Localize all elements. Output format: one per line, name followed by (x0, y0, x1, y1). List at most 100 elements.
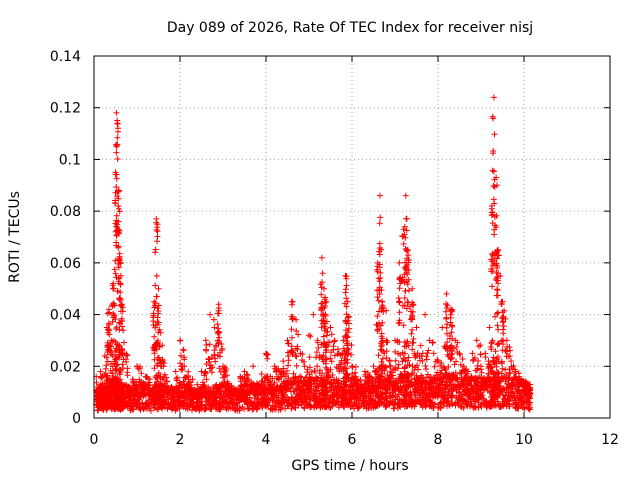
data-point (343, 282, 350, 289)
data-point (97, 381, 104, 388)
data-point (160, 363, 167, 370)
data-point (112, 353, 119, 360)
data-point (453, 358, 459, 365)
y-tick-label: 0.14 (50, 49, 81, 65)
data-point (152, 249, 159, 256)
data-point (310, 311, 317, 318)
data-point (116, 227, 123, 234)
data-point (115, 226, 122, 233)
data-point (250, 363, 257, 370)
data-point (113, 171, 120, 178)
data-point (475, 358, 482, 364)
data-point (112, 270, 119, 277)
data-point (147, 396, 154, 403)
y-tick-label: 0.06 (50, 256, 81, 272)
data-point (160, 376, 166, 383)
data-point (423, 356, 430, 363)
data-point (477, 351, 484, 358)
y-tick-label: 0.12 (50, 101, 81, 117)
data-point (306, 354, 313, 361)
data-point (103, 354, 110, 361)
data-point (97, 368, 104, 375)
data-point (376, 220, 383, 227)
data-point (138, 370, 145, 377)
data-point (499, 309, 506, 316)
data-point (143, 374, 150, 381)
data-point (285, 357, 292, 364)
data-point (113, 109, 120, 116)
x-tick-label: 12 (601, 432, 619, 448)
data-point (293, 362, 300, 369)
data-point (491, 168, 497, 175)
data-point (147, 387, 153, 394)
data-point (115, 195, 122, 202)
data-point (113, 362, 120, 369)
grid (94, 56, 610, 418)
data-point (147, 407, 154, 414)
data-point (284, 337, 291, 344)
data-point (114, 120, 121, 127)
data-point (150, 312, 157, 319)
data-point (215, 310, 222, 317)
data-point (451, 361, 458, 368)
data-point (210, 316, 217, 323)
data-point (152, 246, 159, 253)
data-point (491, 231, 498, 238)
data-point (473, 337, 480, 344)
data-point (423, 353, 430, 360)
data-point (392, 357, 399, 364)
data-point (395, 361, 402, 368)
data-point (113, 142, 120, 149)
data-point (104, 372, 111, 379)
data-point (117, 376, 124, 383)
data-point (396, 299, 403, 306)
data-point (494, 322, 501, 329)
data-point (307, 333, 314, 340)
data-point (285, 340, 292, 347)
y-axis-label: ROTI / TECUs (7, 191, 23, 283)
data-point (115, 203, 122, 209)
data-point (448, 322, 455, 329)
data-point (214, 321, 221, 328)
data-point (155, 319, 162, 326)
y-tick-label: 0.02 (50, 359, 81, 375)
data-point (206, 341, 213, 348)
data-point (112, 199, 118, 206)
data-point (377, 269, 384, 276)
chart-title: Day 089 of 2026, Rate Of TEC Index for r… (167, 20, 533, 36)
data-point (144, 381, 151, 388)
x-tick-label: 4 (262, 432, 271, 448)
data-point (114, 134, 121, 141)
data-point (104, 310, 111, 317)
data-point (327, 324, 334, 331)
y-tick-label: 0.08 (50, 204, 81, 220)
data-point (405, 354, 412, 361)
data-point (112, 316, 119, 323)
data-point (288, 301, 295, 308)
data-point (115, 125, 121, 132)
x-tick-label: 10 (515, 432, 533, 448)
data-point (110, 285, 117, 292)
data-point (322, 299, 329, 306)
data-point (402, 192, 409, 199)
data-point (285, 362, 292, 369)
y-tick-label: 0.04 (50, 308, 81, 324)
data-point (117, 272, 124, 279)
data-point (115, 187, 122, 194)
data-point (153, 272, 160, 279)
data-point (105, 341, 112, 348)
y-tick-labels: 00.020.040.060.080.10.120.14 (50, 49, 81, 427)
data-point (152, 282, 159, 289)
data-point (318, 324, 325, 331)
data-point (430, 350, 437, 357)
data-point (151, 365, 158, 372)
data-point (157, 373, 164, 380)
data-point (352, 363, 359, 370)
data-point (375, 352, 382, 359)
data-point (114, 156, 121, 162)
data-point (160, 396, 167, 403)
data-point (113, 149, 120, 156)
data-point (119, 323, 126, 330)
